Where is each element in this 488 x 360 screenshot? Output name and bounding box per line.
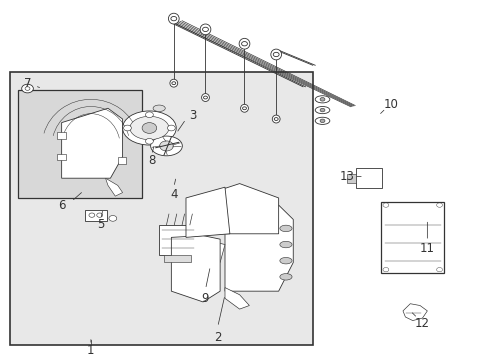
Circle shape (320, 119, 325, 123)
Ellipse shape (279, 257, 291, 264)
Circle shape (382, 267, 388, 272)
Ellipse shape (169, 79, 177, 87)
FancyBboxPatch shape (355, 168, 381, 188)
Circle shape (21, 84, 33, 93)
Ellipse shape (272, 115, 280, 123)
Circle shape (202, 27, 208, 32)
Circle shape (159, 141, 173, 151)
Text: 3: 3 (189, 109, 197, 122)
Circle shape (274, 118, 278, 121)
FancyBboxPatch shape (346, 174, 355, 183)
Circle shape (171, 82, 175, 85)
Circle shape (142, 123, 157, 134)
Circle shape (436, 267, 442, 272)
Ellipse shape (315, 117, 329, 125)
Polygon shape (224, 288, 249, 309)
Circle shape (25, 87, 30, 90)
Ellipse shape (130, 116, 168, 140)
Text: 7: 7 (24, 77, 31, 90)
Polygon shape (185, 184, 278, 234)
Ellipse shape (150, 136, 182, 156)
Circle shape (170, 17, 176, 21)
Ellipse shape (168, 13, 179, 24)
Ellipse shape (270, 49, 281, 60)
Polygon shape (181, 237, 224, 262)
Circle shape (123, 125, 131, 131)
Ellipse shape (315, 107, 329, 114)
Text: 11: 11 (419, 242, 434, 255)
FancyBboxPatch shape (85, 210, 106, 221)
Polygon shape (105, 178, 122, 196)
Circle shape (145, 112, 153, 118)
Text: 2: 2 (213, 331, 221, 344)
Circle shape (320, 98, 325, 101)
Circle shape (320, 108, 325, 112)
FancyBboxPatch shape (163, 255, 190, 262)
FancyBboxPatch shape (118, 157, 126, 164)
Circle shape (203, 96, 207, 99)
Ellipse shape (153, 105, 165, 112)
Text: 10: 10 (383, 98, 397, 111)
Text: 4: 4 (170, 188, 177, 201)
Ellipse shape (279, 241, 291, 248)
FancyBboxPatch shape (10, 72, 312, 345)
FancyBboxPatch shape (380, 202, 444, 273)
FancyBboxPatch shape (57, 154, 65, 160)
FancyBboxPatch shape (18, 90, 142, 198)
Circle shape (382, 203, 388, 207)
FancyBboxPatch shape (57, 132, 65, 139)
Ellipse shape (200, 24, 210, 35)
Ellipse shape (122, 111, 176, 145)
Polygon shape (224, 205, 293, 291)
Polygon shape (402, 304, 427, 320)
Circle shape (242, 107, 246, 110)
Circle shape (241, 41, 247, 46)
Text: 6: 6 (58, 199, 65, 212)
Text: 1: 1 (87, 344, 95, 357)
Circle shape (89, 213, 95, 217)
FancyBboxPatch shape (159, 225, 195, 255)
Text: 8: 8 (148, 154, 155, 167)
Circle shape (167, 125, 175, 131)
Circle shape (97, 213, 102, 217)
Ellipse shape (279, 225, 291, 231)
Circle shape (273, 52, 279, 57)
Ellipse shape (201, 94, 209, 102)
Text: 9: 9 (202, 292, 209, 305)
Ellipse shape (279, 274, 291, 280)
Ellipse shape (315, 96, 329, 103)
Ellipse shape (239, 39, 249, 49)
Text: 13: 13 (339, 170, 354, 183)
Circle shape (436, 203, 442, 207)
Polygon shape (61, 108, 122, 178)
Text: 5: 5 (97, 218, 104, 231)
Circle shape (109, 216, 117, 221)
Ellipse shape (240, 104, 248, 112)
Polygon shape (171, 235, 220, 302)
Circle shape (145, 138, 153, 144)
Polygon shape (185, 187, 229, 237)
Text: 12: 12 (414, 317, 429, 330)
